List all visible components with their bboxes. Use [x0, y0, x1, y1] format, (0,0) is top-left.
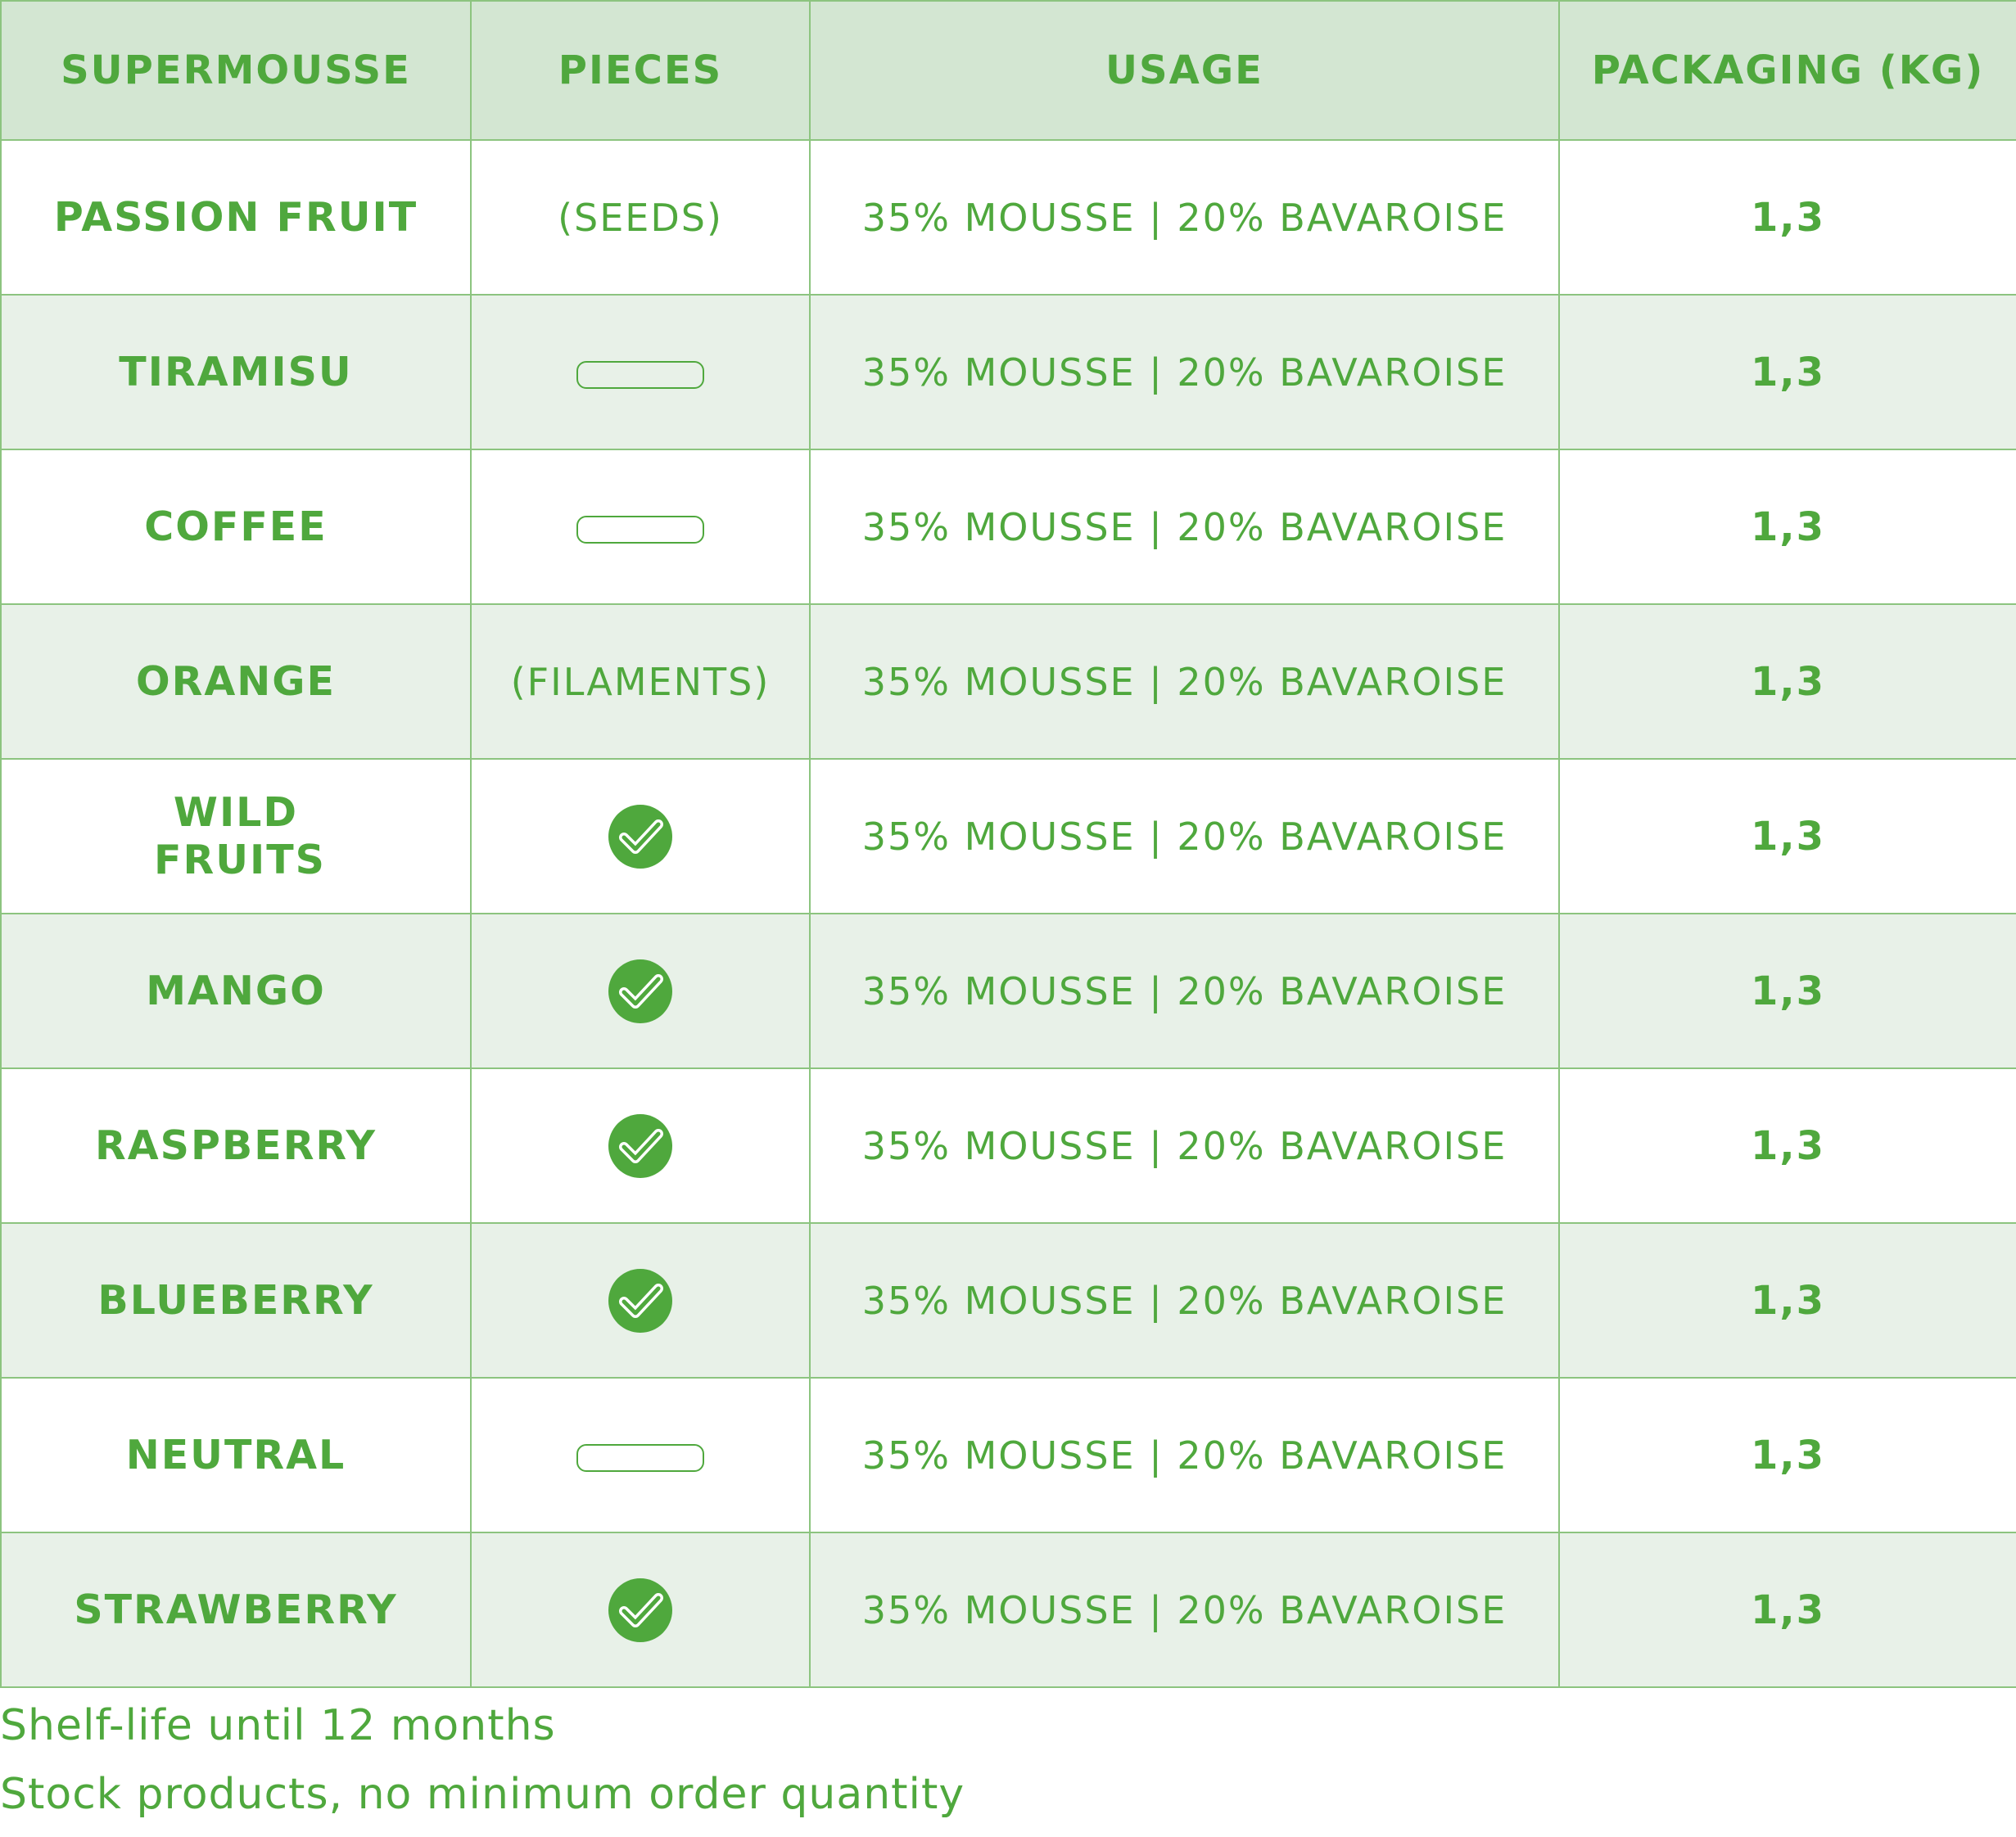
- pieces-cell: (FILAMENTS): [470, 603, 811, 760]
- usage-cell: 35% MOUSSE | 20% BAVAROISE: [809, 139, 1560, 296]
- table-row: TIRAMISU 35% MOUSSE | 20% BAVAROISE 1,3: [0, 294, 2016, 450]
- usage-cell: 35% MOUSSE | 20% BAVAROISE: [809, 294, 1560, 450]
- usage-cell: 35% MOUSSE | 20% BAVAROISE: [809, 603, 1560, 760]
- pieces-cell: [470, 758, 811, 914]
- table-row: BLUEBERRY 35% MOUSSE | 20% BAVAROISE 1,3: [0, 1222, 2016, 1379]
- flavor-name: WILD FRUITS: [0, 758, 472, 914]
- flavor-name: MANGO: [0, 913, 472, 1069]
- packaging-cell: 1,3: [1558, 139, 2016, 296]
- usage-cell: 35% MOUSSE | 20% BAVAROISE: [809, 1222, 1560, 1379]
- flavor-name-text: COFFEE: [144, 503, 328, 550]
- pieces-cell: [470, 913, 811, 1069]
- usage-cell: 35% MOUSSE | 20% BAVAROISE: [809, 1377, 1560, 1533]
- flavor-name-text: RASPBERRY: [95, 1122, 377, 1169]
- header-usage: USAGE: [809, 0, 1560, 141]
- flavor-name: PASSION FRUIT: [0, 139, 472, 296]
- flavor-name-text: STRAWBERRY: [74, 1586, 398, 1633]
- usage-cell: 35% MOUSSE | 20% BAVAROISE: [809, 1532, 1560, 1688]
- footnotes: Shelf-life until 12 months Stock product…: [0, 1695, 965, 1833]
- check-circle-icon: [608, 804, 672, 869]
- packaging-cell: 1,3: [1558, 1532, 2016, 1688]
- table-row: WILD FRUITS 35% MOUSSE | 20% BAVAROISE 1,3: [0, 758, 2016, 914]
- flavor-name-text: MANGO: [146, 967, 326, 1014]
- pieces-cell: (SEEDS): [470, 139, 811, 296]
- pieces-cell: [470, 1532, 811, 1688]
- flavor-name: BLUEBERRY: [0, 1222, 472, 1379]
- table-row: COFFEE 35% MOUSSE | 20% BAVAROISE 1,3: [0, 449, 2016, 605]
- table-row: PASSION FRUIT (SEEDS) 35% MOUSSE | 20% BAV…: [0, 139, 2016, 296]
- flavor-name-text: BLUEBERRY: [97, 1276, 374, 1324]
- empty-pill-icon: [576, 1444, 704, 1472]
- header-pieces: PIECES: [470, 0, 811, 141]
- flavor-name-text: WILD FRUITS: [154, 788, 326, 883]
- table-row: RASPBERRY 35% MOUSSE | 20% BAVAROISE 1,3: [0, 1067, 2016, 1224]
- header-row: SUPERMOUSSE PIECES USAGE PACKAGING (KG): [0, 0, 2016, 141]
- pieces-text: (FILAMENTS): [510, 659, 771, 704]
- flavor-name: STRAWBERRY: [0, 1532, 472, 1688]
- pieces-text: (SEEDS): [558, 195, 723, 240]
- check-circle-icon: [608, 1577, 672, 1642]
- check-circle-icon: [608, 1268, 672, 1333]
- empty-pill-icon: [576, 361, 704, 389]
- header-name: SUPERMOUSSE: [0, 0, 472, 141]
- table-row: MANGO 35% MOUSSE | 20% BAVAROISE 1,3: [0, 913, 2016, 1069]
- packaging-cell: 1,3: [1558, 758, 2016, 914]
- packaging-cell: 1,3: [1558, 603, 2016, 760]
- flavor-name: COFFEE: [0, 449, 472, 605]
- flavor-name: RASPBERRY: [0, 1067, 472, 1224]
- footnote-stock: Stock products, no minimum order quantit…: [0, 1770, 965, 1819]
- table-row: ORANGE (FILAMENTS) 35% MOUSSE | 20% BAVARO…: [0, 603, 2016, 760]
- usage-cell: 35% MOUSSE | 20% BAVAROISE: [809, 1067, 1560, 1224]
- table-row: NEUTRAL 35% MOUSSE | 20% BAVAROISE 1,3: [0, 1377, 2016, 1533]
- flavor-name-text: TIRAMISU: [119, 348, 353, 395]
- pieces-cell: [470, 1222, 811, 1379]
- product-table: SUPERMOUSSE PIECES USAGE PACKAGING (KG) …: [0, 0, 2016, 1688]
- flavor-name-text: ORANGE: [135, 657, 336, 705]
- pieces-cell: [470, 449, 811, 605]
- header-packaging: PACKAGING (KG): [1558, 0, 2016, 141]
- usage-cell: 35% MOUSSE | 20% BAVAROISE: [809, 758, 1560, 914]
- check-circle-icon: [608, 1113, 672, 1178]
- pieces-cell: [470, 1377, 811, 1533]
- flavor-name: TIRAMISU: [0, 294, 472, 450]
- check-circle-icon: [608, 959, 672, 1023]
- flavor-name-text: PASSION FRUIT: [53, 193, 418, 241]
- packaging-cell: 1,3: [1558, 913, 2016, 1069]
- flavor-name: ORANGE: [0, 603, 472, 760]
- packaging-cell: 1,3: [1558, 1067, 2016, 1224]
- flavor-name-text: NEUTRAL: [125, 1431, 346, 1478]
- usage-cell: 35% MOUSSE | 20% BAVAROISE: [809, 449, 1560, 605]
- footnote-shelf-life: Shelf-life until 12 months: [0, 1701, 556, 1750]
- empty-pill-icon: [576, 516, 704, 544]
- pieces-cell: [470, 294, 811, 450]
- packaging-cell: 1,3: [1558, 1222, 2016, 1379]
- usage-cell: 35% MOUSSE | 20% BAVAROISE: [809, 913, 1560, 1069]
- packaging-cell: 1,3: [1558, 294, 2016, 450]
- pieces-cell: [470, 1067, 811, 1224]
- packaging-cell: 1,3: [1558, 1377, 2016, 1533]
- flavor-name: NEUTRAL: [0, 1377, 472, 1533]
- packaging-cell: 1,3: [1558, 449, 2016, 605]
- table-row: STRAWBERRY 35% MOUSSE | 20% BAVAROISE 1,3: [0, 1532, 2016, 1688]
- table-body: PASSION FRUIT (SEEDS) 35% MOUSSE | 20% BAV…: [0, 139, 2016, 1688]
